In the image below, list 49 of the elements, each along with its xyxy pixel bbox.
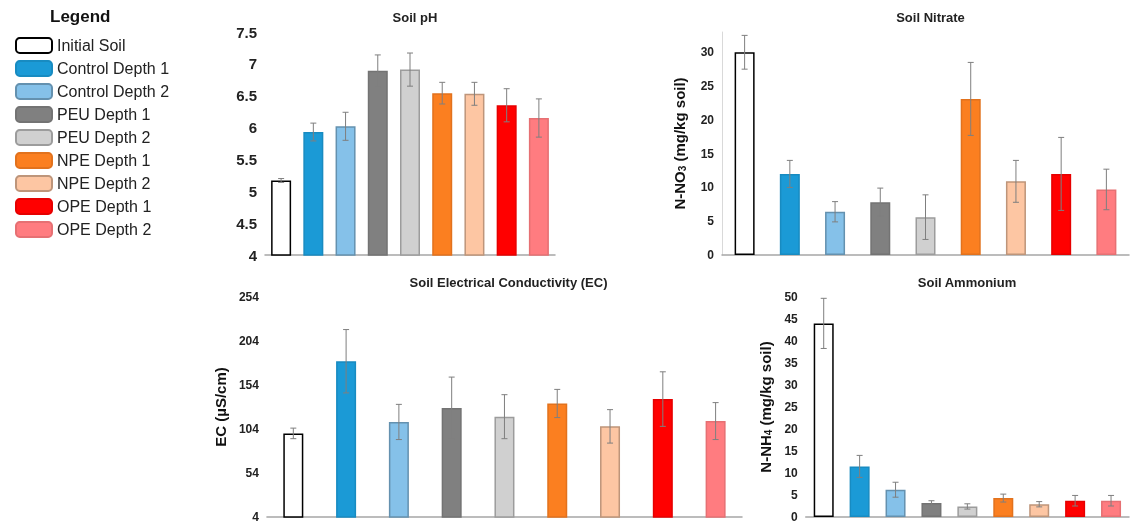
y-tick-label: 10 (700, 180, 715, 195)
y-tick-label: 10 (784, 466, 799, 480)
legend-label: PEU Depth 2 (57, 129, 151, 146)
y-tick-label: 15 (700, 146, 715, 161)
y-tick-label: 6 (248, 119, 257, 137)
y-tick-label: 254 (238, 290, 260, 304)
legend-label: NPE Depth 2 (57, 175, 151, 192)
y-tick-label: 204 (238, 334, 260, 348)
chart-title: Soil Electrical Conductivity (EC) (409, 275, 608, 290)
y-tick-label: 20 (700, 112, 715, 127)
chart-title: Soil Ammonium (917, 275, 1017, 290)
y-tick-label: 30 (700, 45, 715, 60)
legend-label: NPE Depth 1 (57, 152, 151, 169)
y-tick-label: 35 (784, 356, 799, 370)
legend-label: PEU Depth 1 (57, 106, 151, 123)
y-tick-label: 15 (784, 444, 799, 458)
legend-label: OPE Depth 1 (57, 198, 152, 215)
y-tick-label: 0 (791, 510, 799, 524)
y-tick-label: 4 (248, 246, 258, 264)
legend-label: Control Depth 2 (57, 83, 170, 100)
y-tick-label: 5 (248, 182, 257, 200)
y-tick-label: 25 (700, 79, 715, 94)
y-tick-label: 0 (707, 248, 715, 262)
y-tick-label: 25 (784, 400, 799, 414)
y-tick-label: 5.5 (236, 150, 257, 168)
y-tick-label: 30 (784, 378, 799, 392)
y-tick-label: 54 (245, 466, 260, 480)
y-tick-label: 50 (784, 290, 799, 304)
y-tick-label: 4.5 (236, 214, 257, 232)
y-tick-label: 5 (791, 488, 799, 502)
y-tick-label: 7 (248, 55, 257, 73)
y-tick-label: 154 (238, 378, 260, 392)
y-tick-label: 40 (784, 334, 799, 348)
y-axis-title: EC (µS/cm) (212, 367, 229, 447)
y-axis-title: N-NO3 (mg/kg soil) (670, 77, 688, 210)
y-tick-label: 104 (238, 422, 260, 436)
y-tick-label: 45 (784, 312, 799, 326)
y-tick-label: 6.5 (236, 87, 257, 105)
chart-title: Soil pH (392, 10, 438, 25)
legend-title: Legend (50, 7, 111, 26)
y-tick-label: 20 (784, 422, 799, 436)
y-tick-label: 4 (252, 510, 260, 524)
legend-label: Initial Soil (57, 37, 126, 54)
y-tick-label: 7.5 (236, 23, 257, 41)
legend-label: Control Depth 1 (57, 60, 170, 77)
y-tick-label: 5 (707, 214, 715, 229)
chart-title: Soil Nitrate (896, 10, 965, 25)
legend-label: OPE Depth 2 (57, 221, 152, 238)
y-axis-title: N-NH4 (mg/kg soil) (757, 341, 774, 473)
